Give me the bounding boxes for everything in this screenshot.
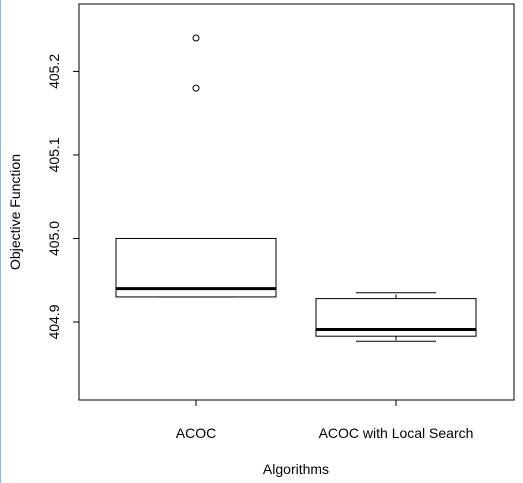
x-tick-label: ACOC [176, 425, 216, 441]
marks-layer [115, 34, 477, 342]
y-tick-label: 405.2 [46, 54, 62, 89]
plot-frame [78, 3, 515, 401]
y-tick-label: 404.9 [46, 304, 62, 339]
outlier-point [192, 84, 200, 92]
outlier-point [192, 34, 200, 42]
axes-layer: 404.9 405.0 405.1 405.2 ACOC ACOC with Local … [46, 3, 515, 441]
y-tick-label: 405.0 [46, 221, 62, 256]
x-axis-label: Algorithms [263, 461, 329, 477]
y-tick-label: 405.1 [46, 137, 62, 172]
labels-layer: Objective Function Algorithms [7, 154, 329, 477]
x-tick-label: ACOC with Local Search [319, 425, 474, 441]
window-edge [0, 0, 1, 483]
y-axis-label: Objective Function [7, 154, 23, 270]
